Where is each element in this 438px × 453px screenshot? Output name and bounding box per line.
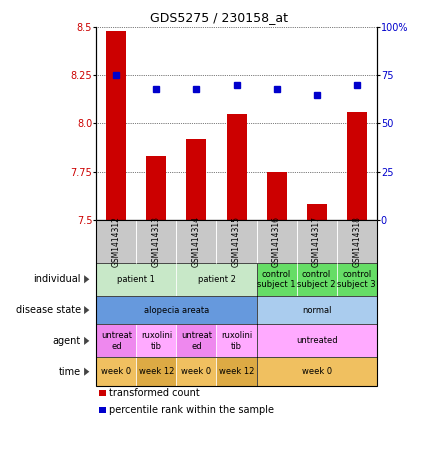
Text: GSM1414317: GSM1414317 [312,216,321,267]
Text: control
subject 3: control subject 3 [337,270,376,289]
Text: GSM1414312: GSM1414312 [112,216,121,267]
Text: agent: agent [53,336,81,346]
Text: week 0: week 0 [301,367,332,376]
Text: GSM1414316: GSM1414316 [272,216,281,267]
Text: week 0: week 0 [101,367,131,376]
Text: disease state: disease state [16,305,81,315]
Text: control
subject 2: control subject 2 [297,270,336,289]
Text: control
subject 1: control subject 1 [257,270,296,289]
Text: transformed count: transformed count [109,388,200,398]
Text: normal: normal [302,306,332,314]
Bar [307,204,327,220]
Bar [106,31,127,220]
Bar [267,172,286,220]
Text: individual: individual [34,274,81,284]
Text: ruxolini
tib: ruxolini tib [221,331,252,351]
Text: time: time [59,366,81,377]
Text: GSM1414314: GSM1414314 [192,216,201,267]
Text: GSM1414313: GSM1414313 [152,216,161,267]
Text: week 0: week 0 [181,367,212,376]
Text: week 12: week 12 [139,367,174,376]
Bar [226,114,247,220]
Text: patient 1: patient 1 [117,275,155,284]
Text: untreat
ed: untreat ed [101,331,132,351]
Text: percentile rank within the sample: percentile rank within the sample [109,405,274,415]
Text: week 12: week 12 [219,367,254,376]
Text: untreat
ed: untreat ed [181,331,212,351]
Text: GSM1414318: GSM1414318 [352,216,361,267]
Text: ruxolini
tib: ruxolini tib [141,331,172,351]
Text: GSM1414315: GSM1414315 [232,216,241,267]
Text: alopecia areata: alopecia areata [144,306,209,314]
Text: patient 2: patient 2 [198,275,236,284]
Text: untreated: untreated [296,337,337,345]
Bar [187,139,206,220]
Bar [146,156,166,220]
Bar [346,112,367,220]
Text: GDS5275 / 230158_at: GDS5275 / 230158_at [150,11,288,24]
